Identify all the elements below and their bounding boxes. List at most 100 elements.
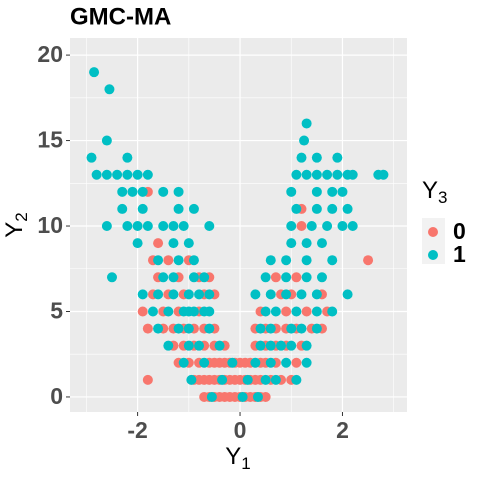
point (122, 221, 133, 232)
point (327, 203, 338, 214)
point (311, 306, 322, 317)
point (158, 186, 169, 197)
point (260, 374, 271, 385)
point (301, 340, 312, 351)
y-tick-label: 20 (37, 41, 63, 67)
point (255, 323, 266, 334)
point (183, 340, 194, 351)
point (281, 357, 292, 368)
point (91, 169, 102, 180)
point (142, 221, 153, 232)
point (265, 340, 276, 351)
point (173, 323, 184, 334)
point (337, 221, 348, 232)
y-axis-label-sub: 2 (12, 212, 31, 221)
point (337, 186, 348, 197)
point (311, 152, 322, 163)
point (255, 340, 266, 351)
y-axis-label: Y2 (1, 212, 31, 237)
point (104, 84, 115, 95)
point (242, 374, 253, 385)
point (188, 203, 199, 214)
point (168, 289, 179, 300)
point (286, 238, 297, 249)
legend-label: 0 (453, 218, 466, 244)
point (281, 306, 292, 317)
legend-title-sub: 3 (438, 188, 447, 207)
x-axis-label-main: Y (225, 443, 241, 470)
point (311, 186, 322, 197)
point (142, 169, 153, 180)
point (101, 169, 112, 180)
point (163, 255, 174, 266)
point (363, 255, 374, 266)
point (188, 255, 199, 266)
point (296, 152, 307, 163)
point (204, 323, 215, 334)
point (89, 67, 100, 78)
point (301, 272, 312, 283)
point (137, 289, 148, 300)
point (106, 272, 117, 283)
point (260, 391, 271, 402)
point (86, 152, 97, 163)
point (332, 152, 343, 163)
point (291, 203, 302, 214)
point (327, 306, 338, 317)
point (237, 391, 248, 402)
point (276, 340, 287, 351)
point (137, 306, 148, 317)
point (311, 203, 322, 214)
point (199, 272, 210, 283)
point (194, 340, 205, 351)
point (168, 272, 179, 283)
point (204, 289, 215, 300)
point (291, 272, 302, 283)
point (153, 238, 164, 249)
point (142, 374, 153, 385)
point (265, 357, 276, 368)
point (316, 272, 327, 283)
point (178, 221, 189, 232)
x-axis-label: Y1 (225, 443, 250, 473)
y-tick-label: 10 (37, 212, 63, 238)
x-tick-label: -2 (127, 417, 147, 443)
point (316, 238, 327, 249)
point (194, 289, 205, 300)
point (147, 306, 158, 317)
point (311, 169, 322, 180)
point (286, 221, 297, 232)
point (327, 186, 338, 197)
point (296, 221, 307, 232)
point (122, 152, 133, 163)
point (127, 186, 138, 197)
point (117, 186, 128, 197)
y-tick-label: 0 (50, 383, 63, 409)
point (296, 289, 307, 300)
point (296, 323, 307, 334)
point (347, 169, 358, 180)
point (286, 340, 297, 351)
point (327, 255, 338, 266)
point (291, 169, 302, 180)
point (168, 221, 179, 232)
point (137, 203, 148, 214)
point (265, 289, 276, 300)
point (332, 169, 343, 180)
point (132, 169, 143, 180)
point (252, 391, 263, 402)
point (227, 357, 238, 368)
point (378, 169, 389, 180)
point (322, 221, 333, 232)
point (265, 255, 276, 266)
point (250, 289, 261, 300)
point (291, 357, 302, 368)
point (281, 255, 292, 266)
point (142, 323, 153, 334)
point (183, 323, 194, 334)
point (260, 306, 271, 317)
x-axis-label-sub: 1 (241, 454, 250, 473)
point (186, 374, 197, 385)
point (301, 357, 312, 368)
